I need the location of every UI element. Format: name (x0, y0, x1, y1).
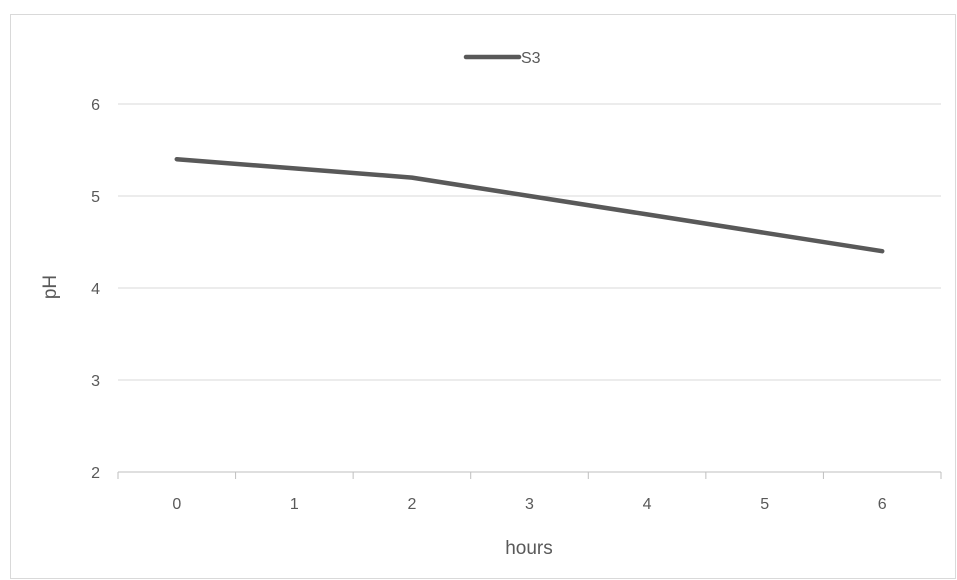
x-tick-label: 6 (878, 496, 887, 513)
legend-label-s3: S3 (521, 50, 541, 67)
y-tick-label: 5 (91, 189, 100, 206)
legend: S3 (463, 50, 541, 67)
y-tick-label: 6 (91, 97, 100, 114)
x-tick-label: 2 (407, 496, 416, 513)
chart-frame (10, 14, 956, 579)
series-layer (174, 156, 885, 254)
series-line-s3 (174, 156, 885, 254)
y-axis-ticks: 2 3 4 5 6 (91, 97, 100, 482)
x-axis-title: hours (505, 538, 553, 559)
x-tick-label: 3 (525, 496, 534, 513)
x-tick-label: 4 (643, 496, 652, 513)
y-tick-label: 4 (91, 281, 100, 298)
x-tick-label: 1 (290, 496, 299, 513)
x-tick-label: 0 (172, 496, 181, 513)
x-axis: 0 1 2 3 4 5 6 (117, 471, 942, 513)
y-tick-label: 2 (91, 465, 100, 482)
y-tick-label: 3 (91, 373, 100, 390)
x-tick-label: 5 (760, 496, 769, 513)
y-axis-title: pH (40, 275, 61, 299)
